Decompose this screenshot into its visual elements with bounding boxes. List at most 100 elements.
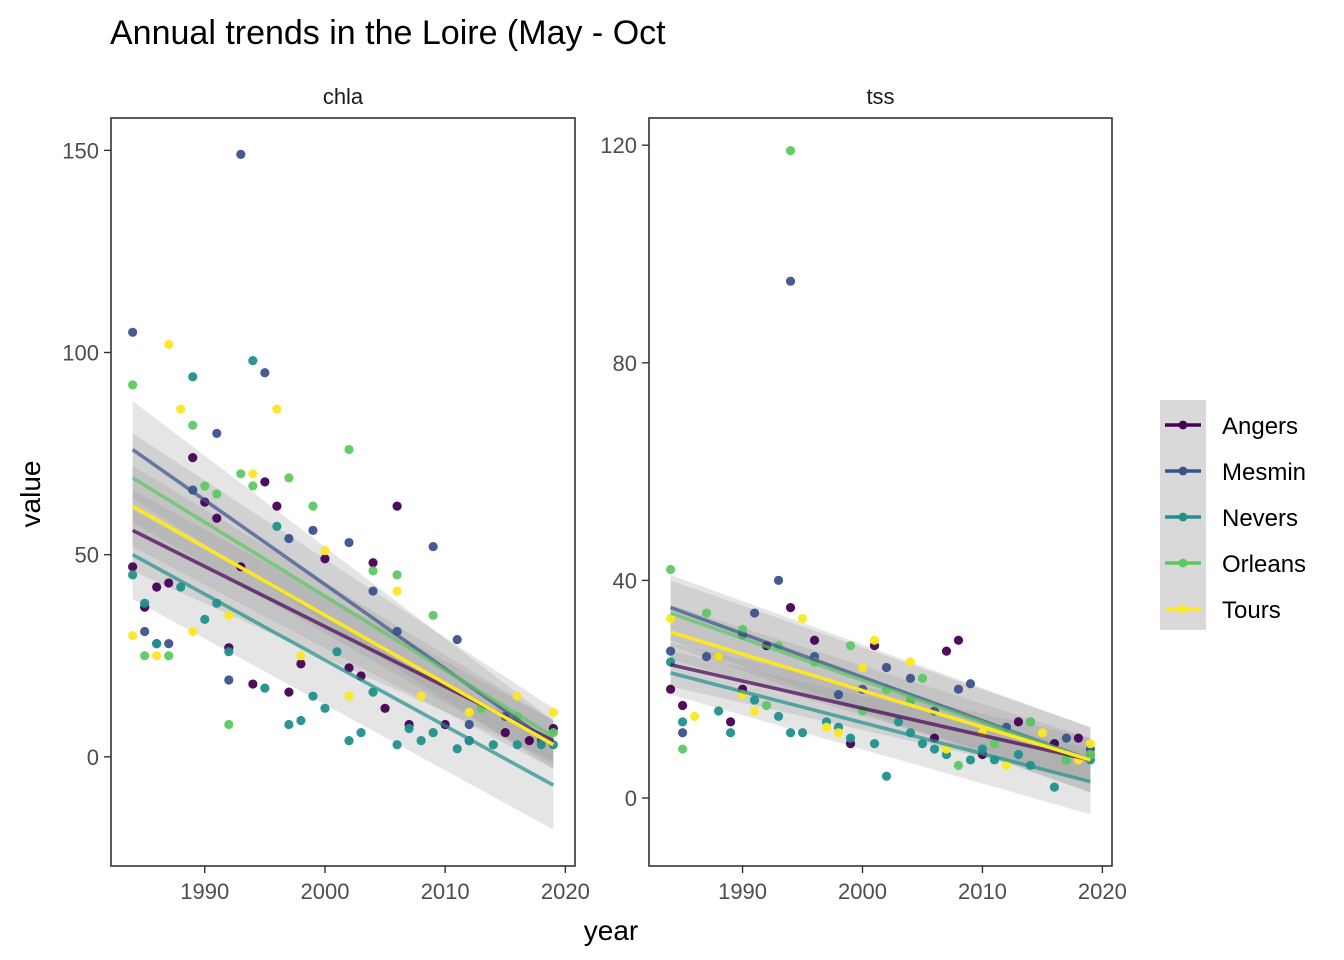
point-nevers xyxy=(512,740,522,750)
point-tours xyxy=(857,662,868,673)
point-nevers xyxy=(773,711,784,722)
point-orleans xyxy=(1061,755,1072,765)
point-nevers xyxy=(284,719,294,730)
point-angers xyxy=(500,727,510,738)
legend: Angers Mesmin Nevers Orleans Tours xyxy=(1160,400,1306,630)
point-mesmin xyxy=(128,327,138,337)
point-nevers xyxy=(140,598,150,608)
point-angers xyxy=(809,635,820,645)
point-nevers xyxy=(965,755,976,765)
point-orleans xyxy=(200,481,210,491)
point-angers xyxy=(785,603,796,613)
point-nevers xyxy=(797,728,808,738)
point-angers xyxy=(1073,733,1084,743)
point-tours xyxy=(416,691,426,701)
point-orleans xyxy=(308,501,318,511)
point-mesmin xyxy=(677,728,688,738)
y-tick-label: 0 xyxy=(625,786,637,811)
point-mesmin xyxy=(212,428,222,438)
y-tick-label: 40 xyxy=(613,568,637,593)
confidence-band-mesmin xyxy=(132,401,554,769)
point-nevers xyxy=(248,355,258,366)
point-tours xyxy=(713,651,724,662)
point-nevers xyxy=(392,740,402,750)
point-tours xyxy=(188,626,198,637)
y-tick-label: 150 xyxy=(62,138,99,163)
point-nevers xyxy=(869,739,880,749)
trend-line-orleans xyxy=(669,611,1092,762)
legend-key-dot-angers xyxy=(1178,420,1188,430)
point-mesmin xyxy=(464,719,474,730)
point-orleans xyxy=(392,570,402,580)
point-tours xyxy=(128,630,138,641)
point-tours xyxy=(152,651,162,661)
y-tick-label: 120 xyxy=(600,133,637,158)
point-nevers xyxy=(296,715,306,726)
point-tours xyxy=(797,613,808,624)
point-nevers xyxy=(368,687,378,697)
point-orleans xyxy=(665,564,676,575)
point-nevers xyxy=(725,728,736,738)
legend-label-mesmin: Mesmin xyxy=(1222,459,1306,486)
point-nevers xyxy=(1049,782,1060,792)
y-axis-label: value xyxy=(15,461,46,528)
point-mesmin xyxy=(260,368,270,378)
point-tours xyxy=(248,469,258,479)
point-mesmin xyxy=(773,575,784,586)
point-tours xyxy=(296,651,306,661)
x-axis-label: year xyxy=(584,915,638,946)
trend-line-orleans xyxy=(131,476,555,739)
legend-label-orleans: Orleans xyxy=(1222,551,1306,578)
point-orleans xyxy=(236,469,246,479)
point-angers xyxy=(368,558,378,568)
point-orleans xyxy=(701,608,712,618)
point-mesmin xyxy=(224,675,234,685)
point-tours xyxy=(689,711,700,722)
point-tours xyxy=(320,546,330,556)
panel-chla: chla 1990 2000 2010 2020 0 50 100 150 xyxy=(62,84,590,904)
point-angers xyxy=(128,562,138,572)
point-nevers xyxy=(452,744,462,754)
panel-tss: tss 1990 2000 2010 2020 0 40 80 120 xyxy=(600,84,1127,904)
y-tick-label: 0 xyxy=(87,745,99,770)
point-mesmin xyxy=(905,673,916,683)
point-orleans xyxy=(761,700,772,711)
panel-frame xyxy=(110,117,576,867)
point-tours xyxy=(1037,728,1048,738)
point-orleans xyxy=(212,489,222,499)
point-nevers xyxy=(356,727,366,738)
point-nevers xyxy=(713,706,724,716)
x-tick-label: 2010 xyxy=(421,879,470,904)
x-tick-label: 2000 xyxy=(838,879,887,904)
point-nevers xyxy=(128,570,138,580)
trend-line-nevers xyxy=(131,553,555,787)
point-orleans xyxy=(677,744,688,754)
point-mesmin xyxy=(953,684,964,694)
point-nevers xyxy=(308,691,318,701)
trend-line-tours xyxy=(131,504,555,747)
point-nevers xyxy=(845,733,856,743)
point-mesmin xyxy=(140,626,150,637)
point-tours xyxy=(464,707,474,717)
point-nevers xyxy=(272,521,282,531)
point-mesmin xyxy=(965,679,976,689)
point-orleans xyxy=(845,641,856,651)
legend-key-dot-mesmin xyxy=(1178,466,1188,476)
point-angers xyxy=(272,501,282,511)
point-nevers xyxy=(404,723,414,734)
x-tick-label: 2010 xyxy=(958,879,1007,904)
facet-strip-label: tss xyxy=(866,84,894,109)
point-orleans xyxy=(428,610,438,620)
point-tours xyxy=(1001,760,1012,770)
chart-title: Annual trends in the Loire (May - Oct xyxy=(110,14,666,52)
point-orleans xyxy=(248,481,258,491)
point-tours xyxy=(869,635,880,645)
point-nevers xyxy=(881,771,892,781)
point-angers xyxy=(1013,717,1024,727)
point-orleans xyxy=(1025,717,1036,727)
x-tick-label: 1990 xyxy=(180,879,229,904)
point-nevers xyxy=(536,740,546,750)
point-tours xyxy=(164,339,174,350)
point-tours xyxy=(392,586,402,596)
